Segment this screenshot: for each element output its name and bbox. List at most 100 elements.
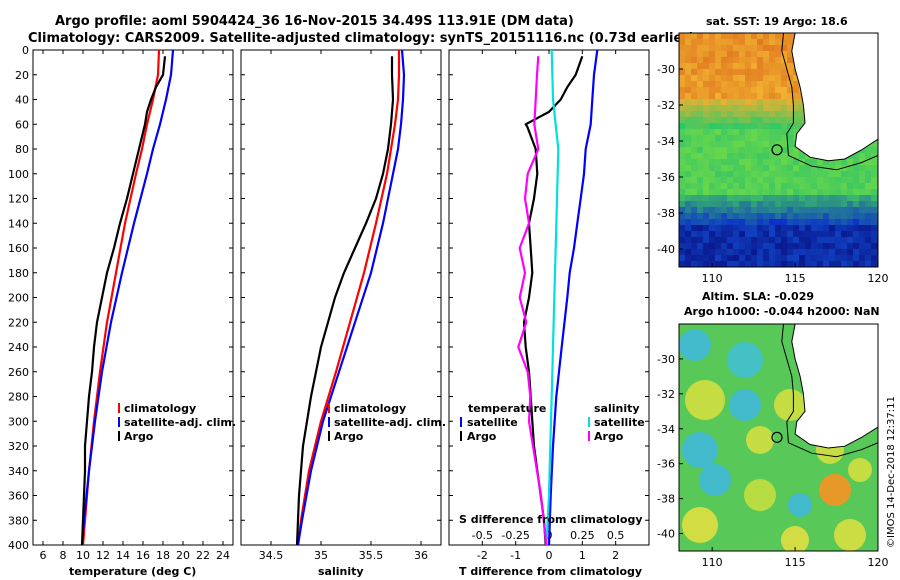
sst-cell — [793, 213, 799, 219]
sst-cell — [871, 243, 877, 249]
sst-cell — [679, 237, 685, 243]
sst-cell — [727, 45, 733, 51]
sst-cell — [685, 249, 691, 255]
sst-cell — [715, 57, 721, 63]
sst-cell — [757, 129, 763, 135]
sst-cell — [763, 105, 769, 111]
sst-cell — [775, 81, 781, 87]
sst-cell — [841, 207, 847, 213]
legend-label-argo: Argo — [124, 430, 154, 443]
sst-cell — [829, 231, 835, 237]
salinity-series-satellite-adj-clim- — [296, 50, 406, 545]
temperature-tick-label: 12 — [96, 549, 110, 562]
sst-cell — [853, 225, 859, 231]
sst-cell — [799, 171, 805, 177]
sst-cell — [775, 255, 781, 261]
sst-cell — [841, 201, 847, 207]
legend-label-satellite-adj: satellite-adj. clim. — [124, 416, 236, 429]
sst-cell — [733, 117, 739, 123]
sst-cell — [841, 171, 847, 177]
sst-cell — [739, 183, 745, 189]
sst-cell — [727, 51, 733, 57]
sst-cell — [763, 135, 769, 141]
sst-cell — [727, 189, 733, 195]
sst-cell — [709, 63, 715, 69]
sst-cell — [871, 189, 877, 195]
sst-cell — [763, 99, 769, 105]
sst-cell — [793, 177, 799, 183]
sst-cell — [847, 183, 853, 189]
temperature-tick-label: 20 — [176, 549, 190, 562]
sst-cell — [787, 87, 793, 93]
sst-cell — [763, 249, 769, 255]
sst-cell — [787, 231, 793, 237]
sst-cell — [769, 51, 775, 57]
sst-cell — [733, 189, 739, 195]
sst-cell — [685, 81, 691, 87]
sst-cell — [721, 147, 727, 153]
sst-cell — [745, 123, 751, 129]
sst-cell — [757, 39, 763, 45]
sst-cell — [739, 39, 745, 45]
sst-cell — [709, 45, 715, 51]
sst-cell — [781, 225, 787, 231]
sst-cell — [859, 261, 865, 267]
sst-cell — [757, 219, 763, 225]
sla-map-lon-tick-label: 120 — [868, 556, 889, 569]
sst-cell — [829, 213, 835, 219]
sst-cell — [697, 153, 703, 159]
sst-cell — [853, 189, 859, 195]
sst-cell — [727, 195, 733, 201]
sst-cell — [745, 69, 751, 75]
sst-map-coastline — [791, 33, 878, 162]
sst-map-frame — [678, 32, 879, 268]
sst-cell — [817, 177, 823, 183]
salinity-tick-label: 35.5 — [359, 549, 384, 562]
sst-cell — [685, 33, 691, 39]
sst-cell — [751, 183, 757, 189]
sst-cell — [865, 177, 871, 183]
temperature-series — [80, 50, 175, 545]
sst-cell — [679, 99, 685, 105]
sst-cell — [739, 33, 745, 39]
sst-cell — [799, 105, 805, 111]
sst-cell — [865, 201, 871, 207]
sst-cell — [709, 249, 715, 255]
sst-cell — [799, 225, 805, 231]
sst-cell — [739, 249, 745, 255]
sst-cell — [733, 255, 739, 261]
sst-cell — [769, 213, 775, 219]
sst-cell — [799, 177, 805, 183]
sst-cell — [727, 141, 733, 147]
temperature-tick-label: 8 — [60, 549, 67, 562]
sst-cell — [733, 63, 739, 69]
sst-cell — [751, 93, 757, 99]
sst-cell — [781, 99, 787, 105]
sst-cell — [703, 261, 709, 267]
sst-cell — [691, 177, 697, 183]
sst-cell — [685, 213, 691, 219]
sst-cell — [709, 33, 715, 39]
temperature-tick-label: 6 — [40, 549, 47, 562]
sst-cell — [781, 51, 787, 57]
temperature-tick-label: 24 — [216, 549, 230, 562]
sst-cell — [787, 57, 793, 63]
sst-cell — [775, 129, 781, 135]
sst-cell — [793, 237, 799, 243]
sst-cell — [763, 45, 769, 51]
sst-cell — [685, 39, 691, 45]
sst-cell — [733, 87, 739, 93]
difference-t-tick-label: -1 — [510, 549, 521, 562]
sst-cell — [703, 117, 709, 123]
sst-cell — [697, 147, 703, 153]
sst-cell — [745, 243, 751, 249]
sst-cell — [679, 243, 685, 249]
legend-label-argo: Argo — [334, 430, 364, 443]
sst-cell — [697, 63, 703, 69]
sst-cell — [739, 87, 745, 93]
sst-cell — [709, 99, 715, 105]
sst-cell — [775, 63, 781, 69]
sst-cell — [793, 219, 799, 225]
sst-cell — [763, 195, 769, 201]
sst-cell — [697, 135, 703, 141]
